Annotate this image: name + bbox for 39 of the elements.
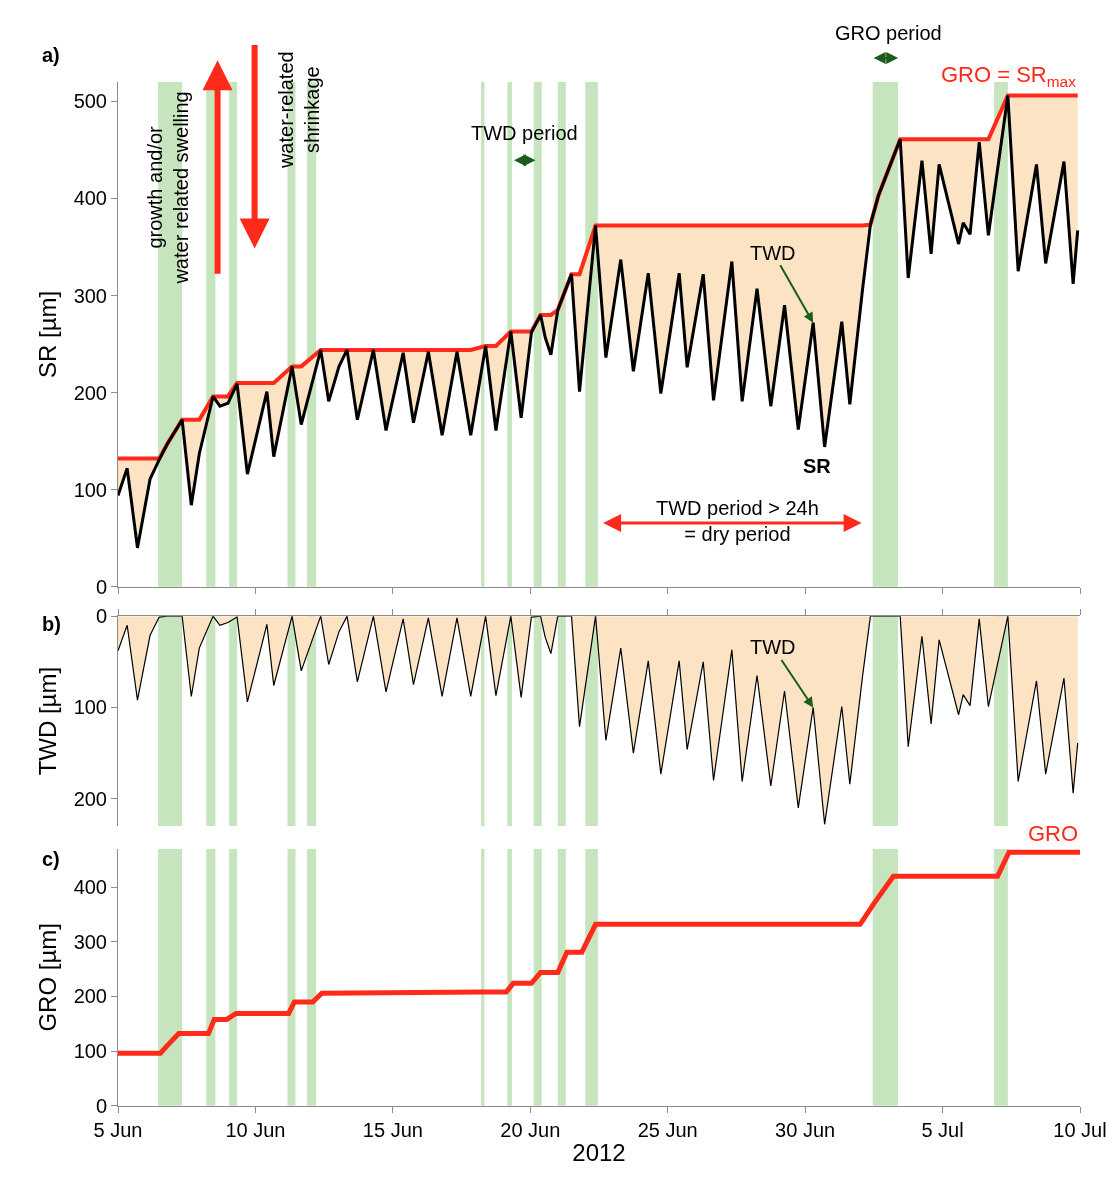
y-axis-title: GRO [µm]: [33, 923, 61, 1032]
y-tick-label: 400: [73, 876, 107, 899]
x-tick-label: 5 Jun: [93, 1118, 143, 1141]
y-tick-label: 400: [73, 187, 107, 210]
y-tick-label: 0: [95, 575, 107, 598]
x-tick-label: 20 Jun: [500, 1118, 561, 1141]
x-tick-label: 25 Jun: [637, 1118, 698, 1141]
x-tick-label: 10 Jun: [225, 1118, 286, 1141]
y-tick-label: 100: [73, 478, 107, 501]
y-tick-label: 0: [95, 605, 107, 628]
series-label: SR: [803, 455, 832, 477]
x-tick-label: 15 Jun: [362, 1118, 423, 1141]
text: GRO period: [835, 22, 942, 44]
x-tick-label: 5 Jul: [921, 1118, 964, 1141]
annotation: TWD: [750, 242, 796, 264]
x-tick-label: 10 Jul: [1053, 1118, 1107, 1141]
y-tick-label: 200: [73, 787, 107, 810]
y-axis-title: TWD [µm]: [33, 666, 61, 776]
annotation: TWD: [750, 636, 796, 658]
y-tick-label: 200: [73, 985, 107, 1008]
y-tick-label: 0: [95, 1094, 107, 1117]
annotation: growth and/or water related swelling: [144, 91, 193, 285]
series-label: GRO: [1028, 821, 1079, 846]
y-tick-label: 300: [73, 930, 107, 953]
y-tick-label: 500: [73, 90, 107, 113]
annotation: TWD period: [471, 122, 578, 144]
y-axis-title: SR [µm]: [33, 290, 61, 378]
y-tick-label: 200: [73, 381, 107, 404]
y-tick-label: 100: [73, 696, 107, 719]
text: b): [42, 613, 61, 635]
text: c): [42, 848, 60, 870]
y-tick-label: 100: [73, 1040, 107, 1063]
series-label: GRO = SR$_{max}$: [941, 62, 1077, 90]
y-tick-label: 300: [73, 284, 107, 307]
annotation: water-related shrinkage: [274, 51, 323, 170]
annotation: TWD period > 24h = dry period: [656, 497, 819, 545]
text: a): [42, 44, 60, 66]
x-tick-label: 30 Jun: [775, 1118, 836, 1141]
x-axis-title: 2012: [572, 1139, 626, 1167]
